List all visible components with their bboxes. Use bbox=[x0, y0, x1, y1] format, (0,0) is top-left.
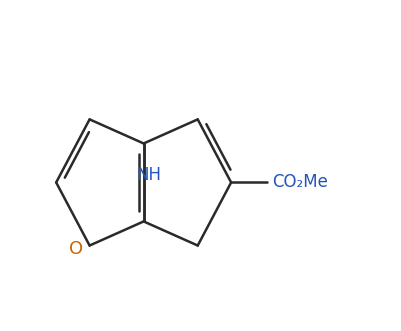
Text: O: O bbox=[69, 240, 83, 258]
Text: NH: NH bbox=[136, 166, 161, 184]
Text: CO₂Me: CO₂Me bbox=[272, 173, 328, 191]
